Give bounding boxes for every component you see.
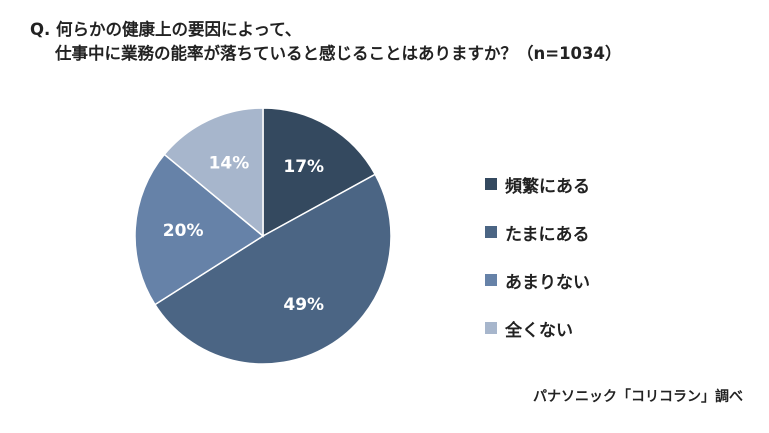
legend-item-1: 頻繁にある <box>485 160 590 208</box>
legend-item-2: たまにある <box>485 208 590 256</box>
legend-label-4: 全くない <box>505 320 573 341</box>
pie-slice-4 <box>163 107 264 238</box>
legend-swatch-1 <box>485 178 497 190</box>
pie-slice-label-3: 20% <box>163 221 204 241</box>
chart-legend: 頻繁にあるたまにあるあまりない全くない <box>485 160 590 352</box>
pie-slice-label-2: 49% <box>283 295 324 315</box>
source-note: パナソニック「コリコラン」調べ <box>533 389 743 405</box>
legend-label-1: 頻繁にある <box>505 176 590 197</box>
pie-slice-1 <box>262 107 377 238</box>
pie-slice-3 <box>134 153 265 306</box>
legend-item-3: あまりない <box>485 256 590 304</box>
chart-title-line2: 仕事中に業務の能率が落ちていると感じることはありますか？（n=1034） <box>55 44 622 63</box>
legend-swatch-4 <box>485 322 497 334</box>
pie-slice-label-1: 17% <box>283 157 324 177</box>
legend-label-2: たまにある <box>505 224 590 245</box>
legend-item-4: 全くない <box>485 304 590 352</box>
pie-slice-label-4: 14% <box>209 154 250 174</box>
legend-swatch-2 <box>485 226 497 238</box>
pie-slice-2 <box>153 173 392 365</box>
chart-title-line1: Q. 何らかの健康上の要因によって、 <box>30 20 302 39</box>
legend-label-3: あまりない <box>505 272 590 293</box>
legend-swatch-3 <box>485 274 497 286</box>
chart-title: Q. 何らかの健康上の要因によって、 仕事中に業務の能率が落ちていると感じること… <box>30 18 622 66</box>
